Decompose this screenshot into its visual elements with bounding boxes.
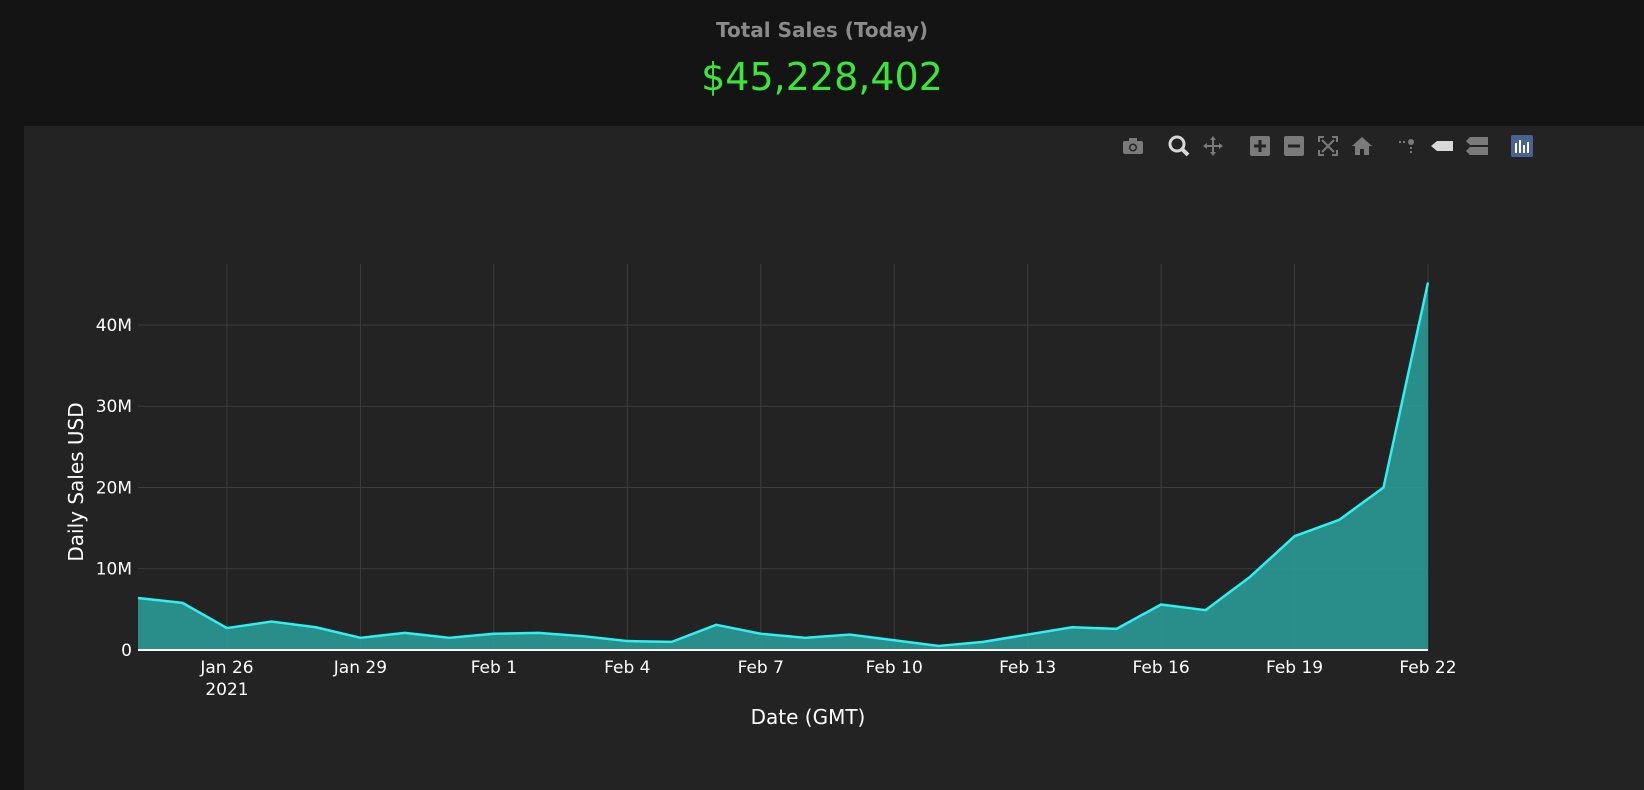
camera-icon[interactable] <box>1121 134 1145 158</box>
data-point <box>1026 633 1029 636</box>
reset-axes-icon[interactable] <box>1350 134 1374 158</box>
y-tick-label: 10M <box>96 560 132 580</box>
plotly-logo-icon[interactable] <box>1510 134 1534 158</box>
summary-header: Total Sales (Today) $45,228,402 <box>0 0 1644 126</box>
data-point <box>181 601 184 604</box>
data-point <box>759 632 762 635</box>
data-point <box>1382 486 1385 489</box>
data-point <box>804 636 807 639</box>
x-tick-label: Feb 1 <box>471 658 517 678</box>
data-point <box>1293 535 1296 538</box>
zoom-icon[interactable] <box>1167 134 1191 158</box>
y-tick-label: 30M <box>96 397 132 417</box>
zoom-in-icon[interactable] <box>1248 134 1272 158</box>
data-point <box>1071 626 1074 629</box>
data-point <box>1249 575 1252 578</box>
sales-area-fill <box>138 282 1428 650</box>
hover-compare-icon[interactable] <box>1465 134 1489 158</box>
data-point <box>492 632 495 635</box>
data-point <box>1338 518 1341 521</box>
autoscale-icon[interactable] <box>1316 134 1340 158</box>
data-point <box>403 631 406 634</box>
x-tick-label: Feb 19 <box>1266 658 1323 678</box>
data-point <box>270 620 273 623</box>
x-tick-year-label: 2021 <box>205 680 248 700</box>
spike-lines-icon[interactable] <box>1395 134 1419 158</box>
y-tick-label: 40M <box>96 316 132 336</box>
data-point <box>581 635 584 638</box>
x-tick-label: Jan 26 <box>199 658 253 678</box>
data-point <box>225 627 228 630</box>
data-point <box>448 636 451 639</box>
chart-panel: 0 10M 20M 30M 40M Jan 26 Jan 29 Feb 1 Feb 4 Feb 7… <box>24 126 1644 790</box>
pan-icon[interactable] <box>1201 134 1225 158</box>
y-tick-label: 0 <box>121 641 132 661</box>
x-axis-title: Date (GMT) <box>751 705 866 729</box>
data-point <box>715 623 718 626</box>
data-point <box>1160 603 1163 606</box>
x-tick-label: Feb 22 <box>1399 658 1456 678</box>
data-point <box>848 633 851 636</box>
data-point <box>626 640 629 643</box>
x-tick-label: Jan 29 <box>333 658 387 678</box>
sales-line <box>137 282 1430 648</box>
data-point <box>1427 281 1430 284</box>
data-point <box>137 596 140 599</box>
x-tick-label: Feb 4 <box>604 658 650 678</box>
data-point <box>314 626 317 629</box>
data-point <box>1115 627 1118 630</box>
x-tick-label: Feb 16 <box>1133 658 1190 678</box>
sales-area-chart[interactable]: 0 10M 20M 30M 40M Jan 26 Jan 29 Feb 1 Feb 4 Feb 7… <box>24 126 1644 790</box>
total-sales-value: $45,228,402 <box>701 55 943 99</box>
hover-closest-icon[interactable] <box>1430 134 1454 158</box>
x-tick-label: Feb 13 <box>999 658 1056 678</box>
total-sales-title: Total Sales (Today) <box>715 18 929 42</box>
x-tick-label: Feb 10 <box>866 658 923 678</box>
data-point <box>537 631 540 634</box>
data-point <box>893 639 896 642</box>
y-tick-label: 20M <box>96 478 132 498</box>
chart-modebar <box>24 126 1644 166</box>
y-axis-title: Daily Sales USD <box>64 402 88 561</box>
data-point <box>1204 609 1207 612</box>
zoom-out-icon[interactable] <box>1282 134 1306 158</box>
data-point <box>982 640 985 643</box>
data-point <box>670 640 673 643</box>
data-point <box>937 644 940 647</box>
data-point <box>359 636 362 639</box>
x-tick-label: Feb 7 <box>738 658 784 678</box>
